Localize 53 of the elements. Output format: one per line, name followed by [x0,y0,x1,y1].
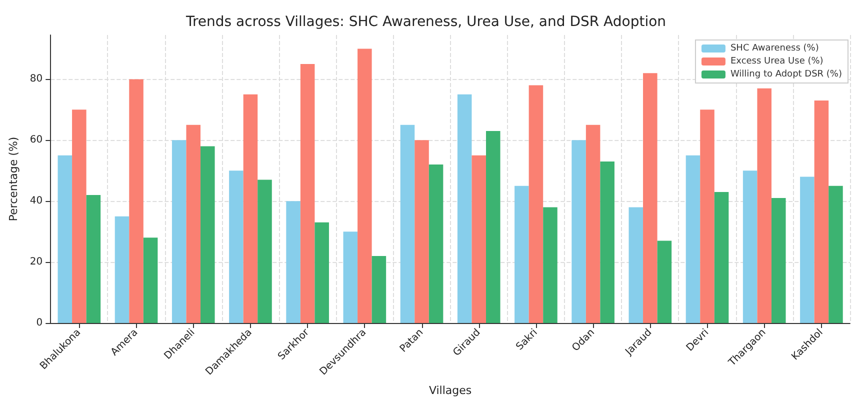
y-tick-label: 40 [30,196,43,207]
y-tick-label: 60 [30,134,43,146]
legend-label: Willing to Adopt DSR (%) [730,70,842,80]
y-tick-label: 0 [36,318,43,328]
bar [742,170,758,323]
bar [186,124,201,323]
bar [457,94,472,323]
bar [314,222,329,323]
bar [586,124,600,323]
bar [172,140,186,323]
bar [58,155,72,323]
chart-title: Trends across Villages: SHC Awareness, Urea Use, and DSR Adoption [184,14,666,30]
bar [714,192,729,323]
bar [657,240,672,323]
bar [514,186,529,323]
bar [114,216,130,323]
bar [472,155,486,323]
x-axis-title: Villages [428,384,472,397]
bar [528,85,544,323]
bar [358,48,372,323]
legend-label: SHC Awareness (%) [730,44,819,54]
bar [229,170,244,323]
bar [643,73,658,323]
bar [757,88,772,323]
bar [800,176,814,323]
bar [300,64,315,323]
bar [486,131,500,323]
bar [428,164,444,323]
bar [258,180,272,323]
bar [86,195,101,323]
bar [72,110,86,323]
bar [828,186,843,323]
bar [771,198,786,323]
bar [814,100,829,323]
bar [143,238,158,323]
bar [343,232,358,323]
bar [700,110,714,323]
bar [372,256,386,323]
bar [286,201,300,323]
bar [572,140,586,323]
bar [600,161,614,323]
bar [400,124,415,323]
legend-label: Excess Urea Use (%) [730,56,824,66]
bar [543,207,558,323]
bar [129,79,144,323]
y-axis-title: Percentage (%) [7,136,20,222]
bar [200,146,215,323]
y-tick-label: 20 [30,256,43,268]
bar [686,155,700,323]
bar [628,207,644,323]
bar [243,94,258,323]
y-tick-label: 80 [30,74,43,85]
bar [414,140,429,323]
